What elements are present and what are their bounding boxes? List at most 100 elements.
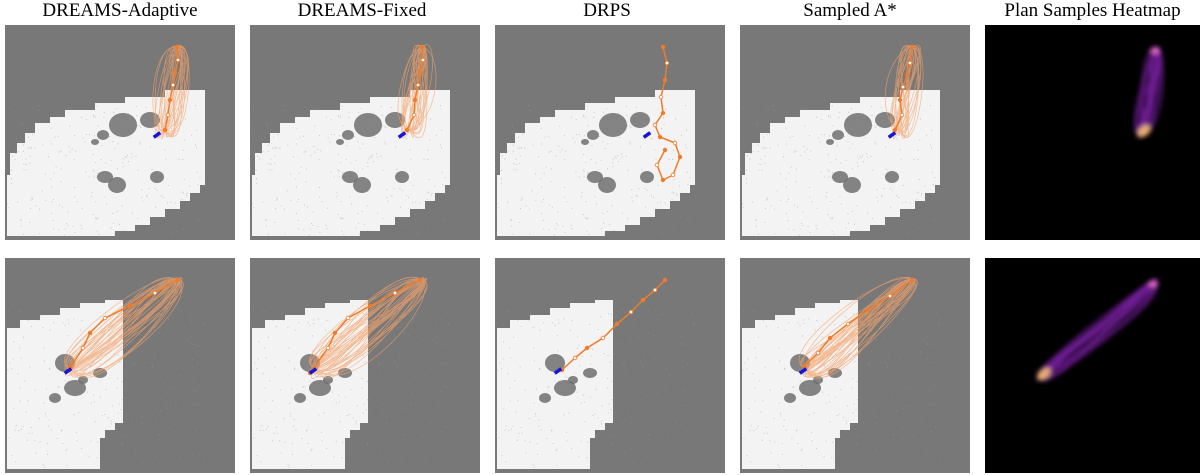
obstacle-speck: [448, 323, 450, 325]
obstacle-speck: [415, 387, 417, 389]
obstacle-speck: [26, 169, 28, 171]
obstacle-speck: [866, 341, 868, 343]
obstacle-speck: [530, 314, 532, 316]
obstacle-speck: [818, 109, 819, 111]
sample-path: [409, 45, 423, 131]
obstacle-speck: [410, 158, 412, 160]
obstacle-speck: [441, 430, 442, 432]
obstacle-speck: [427, 228, 429, 230]
obstacle-speck: [440, 105, 441, 107]
sample-path: [899, 46, 919, 131]
obstacle-speck: [296, 186, 297, 188]
obstacle-speck: [641, 461, 643, 463]
obstacle-speck: [681, 452, 683, 454]
obstacle-speck: [547, 386, 549, 388]
obstacle-speck: [513, 163, 515, 165]
obstacle-speck: [155, 408, 157, 410]
obstacle-speck: [381, 115, 383, 116]
obstacle-speck: [648, 434, 650, 436]
obstacle-speck: [580, 402, 582, 404]
obstacle-speck: [393, 188, 395, 190]
obstacle-speck: [570, 224, 572, 226]
obstacle-speck: [907, 314, 909, 316]
obstacle-speck: [28, 136, 30, 138]
obstacle-speck: [95, 162, 97, 164]
obstacle-speck: [15, 425, 17, 427]
obstacle-speck: [665, 405, 667, 407]
obstacle-speck: [359, 148, 361, 149]
obstacle-speck: [190, 342, 192, 344]
obstacle-speck: [643, 352, 645, 354]
obstacle-speck: [600, 420, 602, 422]
obstacle-speck: [83, 109, 84, 111]
obstacle-speck: [342, 125, 344, 127]
obstacle-speck: [370, 157, 372, 159]
obstacle-speck: [830, 201, 832, 203]
obstacle-speck: [785, 396, 787, 398]
obstacle-speck: [309, 324, 311, 326]
obstacle-speck: [683, 389, 684, 391]
obstacle-speck: [197, 404, 199, 406]
obstacle-speck: [394, 348, 396, 350]
obstacle-speck: [666, 230, 668, 232]
obstacle-speck: [176, 431, 178, 433]
obstacle-speck: [93, 176, 95, 178]
obstacle-speck: [66, 465, 68, 466]
obstacle-speck: [514, 380, 516, 382]
obstacle-speck: [834, 396, 836, 398]
obstacle-speck: [395, 361, 397, 363]
obstacle-speck: [525, 205, 527, 207]
obstacle-speck: [509, 387, 511, 389]
obstacle-speck: [260, 461, 262, 463]
obstacle-speck: [109, 430, 111, 432]
obstacle-speck: [61, 429, 63, 431]
obstacle-speck: [631, 422, 633, 424]
obstacle-speck: [400, 408, 402, 410]
obstacle-speck: [383, 403, 385, 405]
obstacle-speck: [916, 191, 918, 193]
obstacle-speck: [158, 332, 160, 334]
obstacle-speck: [437, 366, 439, 368]
obstacle-speck: [60, 181, 62, 183]
obstacle-speck: [196, 344, 198, 346]
obstacle-speck: [295, 127, 297, 129]
obstacle-speck: [20, 219, 22, 221]
obstacle-speck: [191, 321, 192, 323]
obstacle-speck: [45, 415, 47, 417]
obstacle-speck: [136, 125, 138, 126]
obstacle-speck: [903, 453, 905, 455]
obstacle-speck: [841, 203, 842, 205]
obstacle-blob: [385, 112, 405, 128]
obstacle-blob: [395, 171, 409, 183]
obstacle-speck: [809, 196, 811, 198]
obstacle-speck: [385, 126, 387, 128]
obstacle-speck: [269, 380, 271, 382]
obstacle-speck: [681, 321, 682, 323]
obstacle-speck: [161, 195, 162, 197]
obstacle-speck: [620, 421, 622, 423]
obstacle-speck: [917, 149, 919, 151]
obstacle-speck: [323, 412, 325, 414]
obstacle-speck: [444, 177, 446, 179]
obstacle-speck: [811, 201, 813, 203]
obstacle-speck: [538, 425, 540, 427]
obstacle-blob: [309, 380, 331, 396]
obstacle-speck: [351, 435, 352, 437]
obstacle-speck: [316, 108, 318, 110]
obstacle-speck: [496, 322, 498, 324]
obstacle-speck: [932, 184, 934, 186]
obstacle-speck: [799, 380, 801, 382]
obstacle-speck: [807, 225, 809, 227]
obstacle-speck: [135, 452, 136, 454]
obstacle-speck: [510, 219, 512, 221]
plan-samples: [152, 44, 190, 139]
obstacle-speck: [507, 201, 509, 203]
obstacle-speck: [867, 423, 869, 425]
obstacle-speck: [635, 106, 637, 108]
obstacle-speck: [65, 155, 67, 157]
obstacle-speck: [665, 367, 667, 369]
obstacle-speck: [563, 414, 565, 416]
obstacle-speck: [618, 329, 620, 331]
obstacle-speck: [107, 417, 109, 419]
obstacle-speck: [331, 134, 332, 135]
